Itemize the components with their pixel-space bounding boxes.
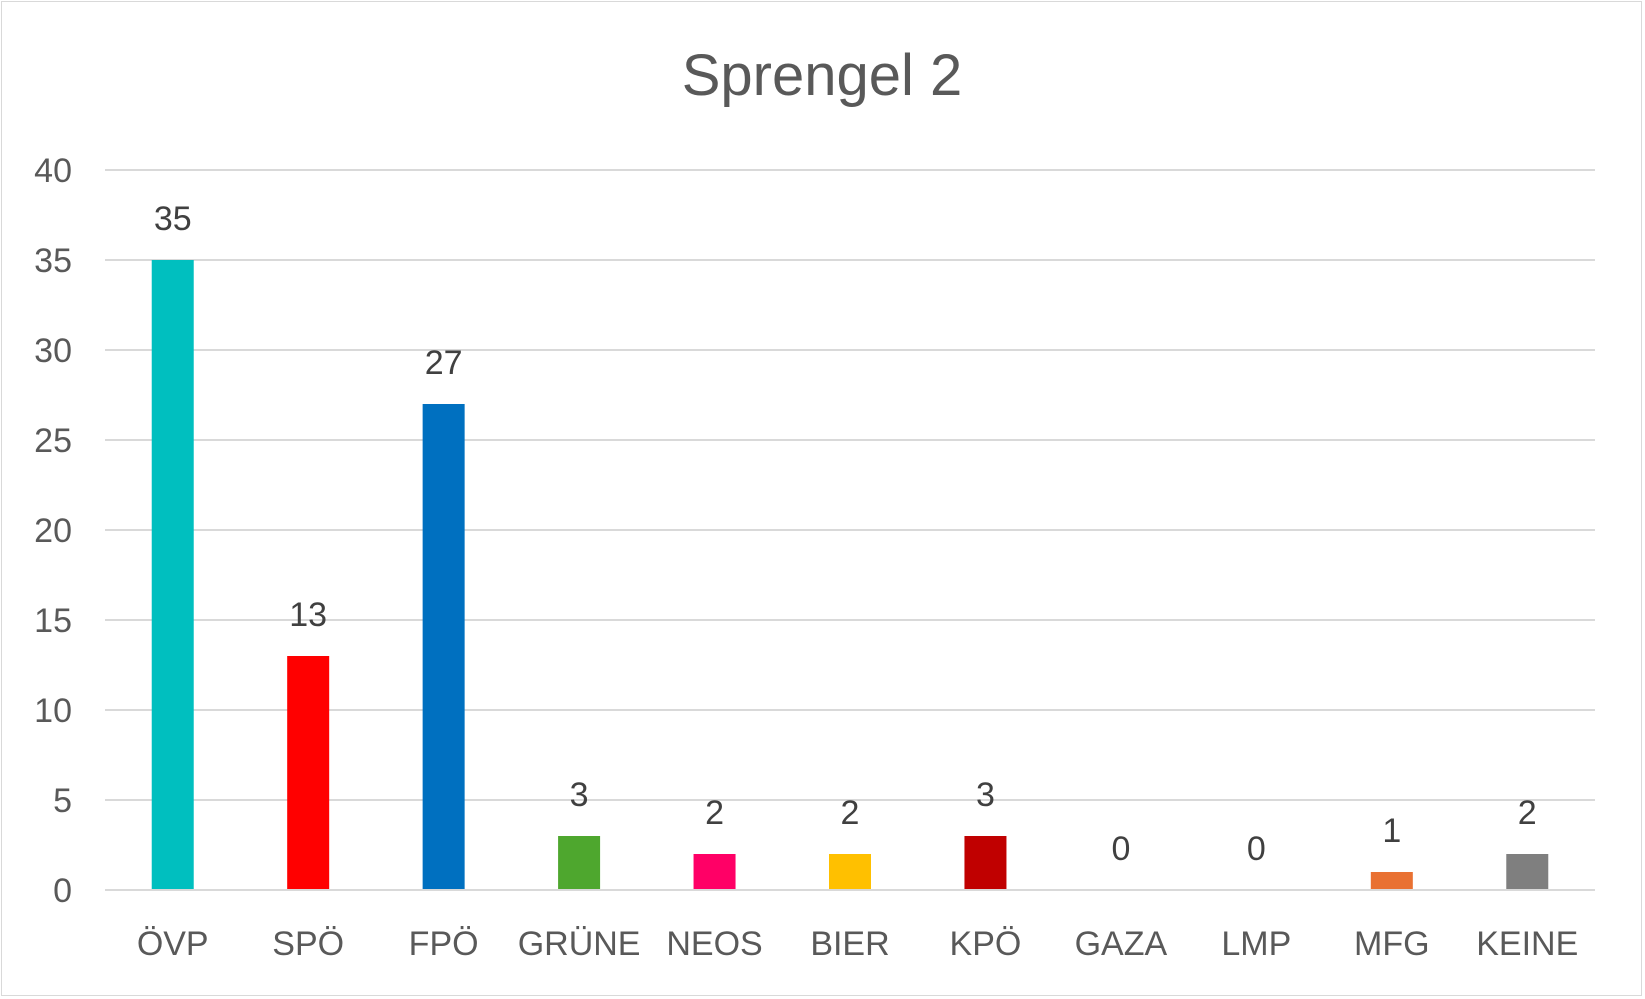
x-axis-categories: ÖVP SPÖ FPÖ GRÜNE NEOS BIER KPÖ GAZA LMP MFG KEINE	[137, 925, 1578, 963]
y-tick-label: 25	[34, 422, 72, 460]
x-category-label: LMP	[1221, 925, 1291, 963]
x-category-label: BIER	[810, 925, 889, 963]
bar-övp	[151, 260, 194, 890]
data-label: 3	[570, 776, 589, 814]
y-tick-label: 20	[34, 512, 72, 550]
grid-layer	[105, 169, 1595, 801]
y-tick-label: 15	[34, 602, 72, 640]
chart-title: Sprengel 2	[682, 43, 963, 108]
data-label: 27	[425, 344, 463, 382]
data-label: 2	[1518, 794, 1537, 832]
bar-mfg	[1370, 872, 1413, 890]
bar-spö	[287, 656, 330, 890]
bar-neos	[693, 854, 736, 890]
x-category-label: FPÖ	[409, 925, 479, 963]
x-category-label: ÖVP	[137, 925, 209, 963]
bar-grüne	[558, 836, 601, 890]
y-tick-label: 0	[53, 872, 72, 910]
data-label: 1	[1382, 812, 1401, 850]
y-tick-label: 40	[34, 152, 72, 190]
x-category-label: SPÖ	[272, 925, 344, 963]
y-axis-ticks: 0 5 10 15 20 25 30 35 40	[34, 152, 72, 910]
y-tick-label: 35	[34, 242, 72, 280]
x-category-label: KPÖ	[950, 925, 1022, 963]
data-label: 2	[841, 794, 860, 832]
data-label: 13	[289, 596, 327, 634]
y-tick-label: 30	[34, 332, 72, 370]
x-category-label: GRÜNE	[518, 925, 641, 963]
data-label: 3	[976, 776, 995, 814]
bar-kpö	[964, 836, 1007, 890]
data-label: 0	[1247, 830, 1266, 868]
bars	[151, 260, 1549, 890]
x-category-label: GAZA	[1075, 925, 1168, 963]
data-labels: 35 13 27 3 2 2 3 0 0 1 2	[154, 200, 1537, 868]
bar-bier	[829, 854, 871, 890]
data-label: 2	[705, 794, 724, 832]
data-label: 35	[154, 200, 192, 238]
x-category-label: MFG	[1354, 925, 1430, 963]
x-category-label: KEINE	[1476, 925, 1578, 963]
bar-fpö	[422, 404, 465, 890]
y-tick-label: 10	[34, 692, 72, 730]
data-label: 0	[1111, 830, 1130, 868]
bar-keine	[1506, 854, 1549, 890]
x-category-label: NEOS	[666, 925, 762, 963]
y-tick-label: 5	[53, 782, 72, 820]
